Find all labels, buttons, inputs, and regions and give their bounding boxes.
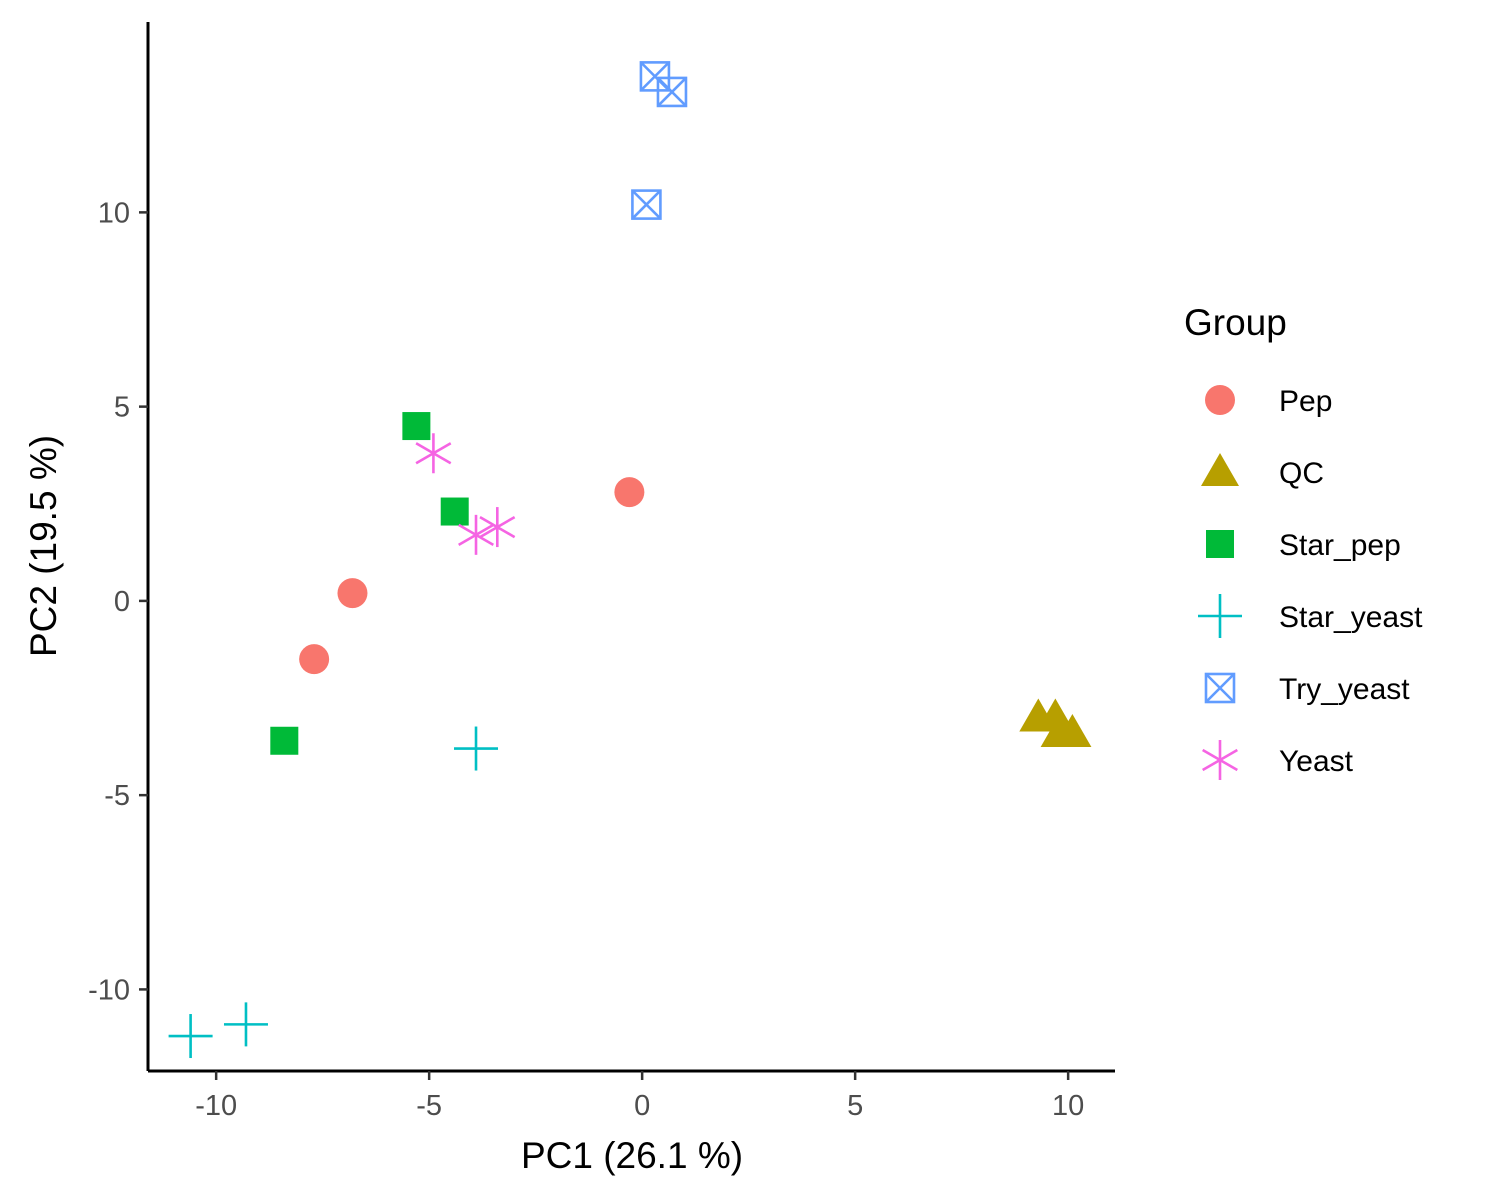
point-star-pep — [440, 497, 469, 526]
point-star-yeast — [168, 1014, 213, 1059]
points-layer — [168, 61, 1092, 1059]
legend-label: Star_pep — [1279, 529, 1401, 562]
point-try-yeast — [656, 76, 688, 108]
legend-key — [1206, 530, 1234, 558]
legend-item: Star_pep — [1206, 529, 1401, 562]
legend-title: Group — [1184, 302, 1287, 343]
point-star-yeast — [223, 1002, 268, 1047]
point-qc — [1053, 713, 1092, 747]
y-tick-label: -10 — [88, 974, 130, 1006]
y-axis-title: PC2 (19.5 %) — [23, 435, 64, 657]
point-star-yeast — [454, 726, 499, 771]
legend-items: Pep QC Star_pep Star_yeast Try_yeast Yeast — [1198, 385, 1423, 780]
legend-item: Yeast — [1202, 740, 1354, 780]
y-tick-label: 0 — [114, 586, 130, 618]
point-star-pep — [270, 726, 299, 755]
x-tick-label: 10 — [1052, 1090, 1084, 1122]
y-ticks: -10 -5 0 5 10 — [88, 197, 148, 1006]
legend-label: Pep — [1279, 385, 1332, 418]
legend-key — [1202, 740, 1238, 780]
legend-item: Try_yeast — [1204, 672, 1410, 706]
legend: Group Pep QC Star_pep Star_yeast Try_yeast Ye… — [1184, 302, 1423, 780]
y-tick-label: 10 — [98, 197, 130, 229]
legend-label: Yeast — [1279, 745, 1354, 778]
x-tick-label: 0 — [634, 1090, 650, 1122]
legend-item: QC — [1201, 453, 1324, 490]
point-star-pep — [402, 412, 431, 441]
x-tick-label: -5 — [416, 1090, 442, 1122]
point-try-yeast — [631, 189, 662, 220]
legend-item: Pep — [1205, 385, 1332, 418]
point-pep — [299, 644, 330, 675]
point-yeast — [479, 507, 516, 548]
y-tick-label: 5 — [114, 392, 130, 424]
point-pep — [337, 578, 368, 609]
legend-label: QC — [1279, 457, 1324, 490]
legend-key — [1204, 672, 1236, 704]
legend-item: Star_yeast — [1198, 594, 1423, 638]
point-pep — [614, 477, 645, 508]
x-tick-label: -10 — [195, 1090, 237, 1122]
legend-key — [1205, 385, 1235, 415]
point-yeast — [458, 514, 494, 555]
legend-key — [1198, 594, 1242, 638]
legend-label: Try_yeast — [1279, 673, 1410, 706]
x-ticks: -10 -5 0 5 10 — [195, 1071, 1084, 1122]
point-yeast — [415, 433, 452, 474]
y-tick-label: -5 — [104, 780, 130, 812]
x-axis-title: PC1 (26.1 %) — [521, 1135, 743, 1176]
legend-label: Star_yeast — [1279, 601, 1423, 634]
x-tick-label: 5 — [847, 1090, 863, 1122]
legend-key — [1201, 453, 1239, 486]
